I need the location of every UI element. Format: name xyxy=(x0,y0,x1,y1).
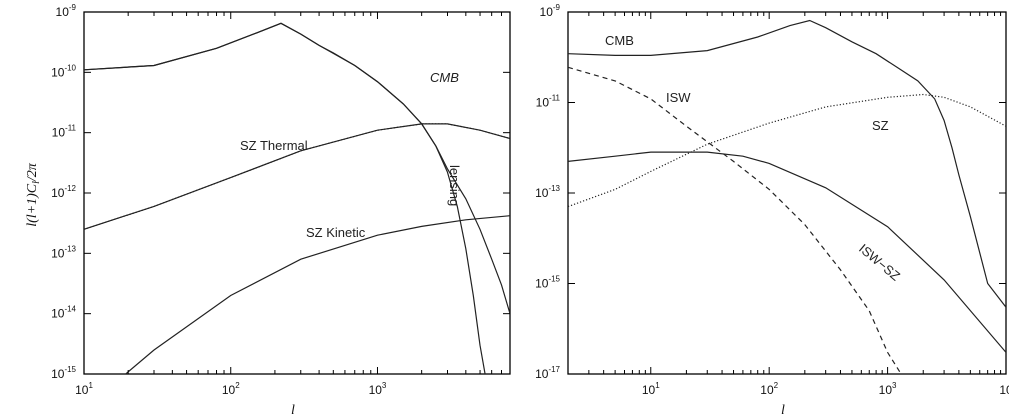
lensing-annotation: lensing xyxy=(447,165,462,206)
series-line-4 xyxy=(124,215,510,374)
x-tick-label: 101 xyxy=(75,381,93,397)
y-tick-label: 10-13 xyxy=(51,244,76,260)
isw-annotation: ISW xyxy=(666,90,691,105)
x-tick-label: 101 xyxy=(642,381,660,397)
sz-kinetic-annotation: SZ Kinetic xyxy=(306,225,366,240)
x-tick-label: 103 xyxy=(879,381,897,397)
y-axis-label: l(l+1)Cl/2π xyxy=(25,162,42,227)
y-tick-label: 10-9 xyxy=(540,3,561,19)
y-tick-label: 10-10 xyxy=(51,63,76,79)
y-tick-label: 10-11 xyxy=(536,94,561,110)
series-line-3 xyxy=(84,123,510,230)
y-tick-label: 10-14 xyxy=(51,305,76,321)
y-tick-label: 10-11 xyxy=(52,124,77,140)
y-tick-label: 10-13 xyxy=(535,184,560,200)
series-line-1 xyxy=(568,66,902,374)
x-tick-label: 102 xyxy=(222,381,240,397)
y-tick-label: 10-12 xyxy=(51,184,76,200)
y-tick-label: 10-9 xyxy=(56,3,77,19)
x-tick-label: 103 xyxy=(369,381,387,397)
y-tick-label: 10-17 xyxy=(535,365,560,381)
x-tick-label: 102 xyxy=(760,381,778,397)
series-group xyxy=(84,22,510,374)
y-tick-label: 10-15 xyxy=(535,275,560,291)
x-axis-label: l xyxy=(781,403,785,418)
series-line-1 xyxy=(84,22,510,314)
x-axis-label: l xyxy=(291,403,295,418)
cmb-annotation: CMB xyxy=(605,33,634,48)
cmb-annotation: CMB xyxy=(430,70,459,85)
isw-sz-annotation: ISW−SZ xyxy=(856,241,903,284)
series-line-0 xyxy=(568,19,1006,308)
sz-thermal-annotation: SZ Thermal xyxy=(240,138,308,153)
x-tick-label: 10 xyxy=(999,383,1009,397)
y-tick-label: 10-15 xyxy=(51,365,76,381)
plot-frame xyxy=(567,11,1007,375)
series-group xyxy=(568,19,1006,374)
left-panel: 101 102 103 10-9 10-10 10-11 10-12 10-13 10-14 10… xyxy=(25,3,511,418)
sz-annotation: SZ xyxy=(872,118,889,133)
right-panel: 101 102 103 10 10-9 10-11 10-13 10-15 10-17 l CMB I… xyxy=(535,3,1009,418)
series-line-3 xyxy=(568,151,1006,353)
